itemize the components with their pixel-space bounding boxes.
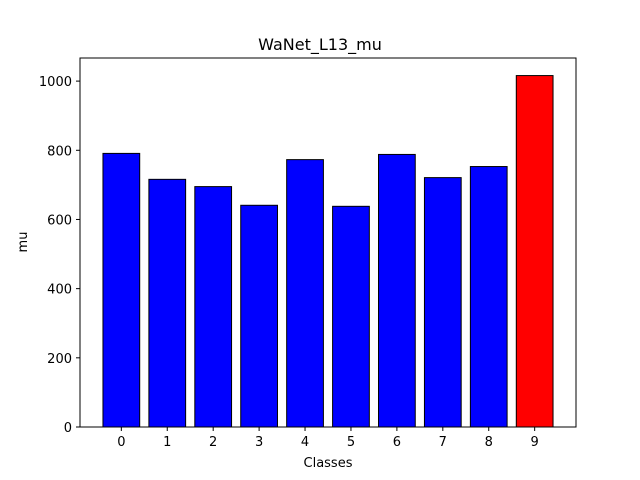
y-tick-label: 800 — [47, 144, 72, 159]
bar-class-1 — [148, 178, 187, 428]
x-tick-label: 6 — [393, 435, 401, 450]
bar-class-8 — [469, 166, 508, 428]
x-tick-label: 7 — [439, 435, 447, 450]
x-tick-label: 9 — [531, 435, 539, 450]
x-tick-label: 2 — [209, 435, 217, 450]
x-tick-label: 4 — [301, 435, 309, 450]
bar-class-2 — [194, 186, 233, 428]
y-tick-label: 400 — [47, 283, 72, 298]
bar-class-9 — [515, 75, 554, 428]
bar-class-0 — [102, 152, 141, 428]
bar-class-4 — [286, 159, 324, 428]
bar-class-7 — [423, 177, 462, 428]
bars-group — [102, 75, 554, 428]
x-tick-label: 5 — [347, 435, 355, 450]
bar-class-5 — [332, 205, 370, 428]
x-tick-label: 8 — [485, 435, 493, 450]
x-tick-label: 0 — [117, 435, 125, 450]
y-axis-ticks: 0 200 400 600 800 1000 — [39, 75, 80, 436]
x-tick-label: 1 — [163, 435, 171, 450]
y-tick-label: 0 — [64, 421, 72, 436]
plot-frame — [79, 57, 577, 428]
y-tick-label: 1000 — [39, 75, 72, 90]
chart-title: WaNet_L13_mu — [258, 35, 382, 55]
bar-class-6 — [378, 153, 416, 428]
y-tick-label: 600 — [47, 213, 72, 228]
x-axis-ticks: 0 1 2 3 4 5 6 7 8 9 — [117, 427, 539, 450]
x-tick-label: 3 — [255, 435, 263, 450]
x-axis-label: Classes — [304, 456, 353, 471]
y-axis-label: mu — [16, 232, 31, 253]
y-tick-label: 200 — [47, 352, 72, 367]
bar-class-3 — [240, 204, 278, 428]
